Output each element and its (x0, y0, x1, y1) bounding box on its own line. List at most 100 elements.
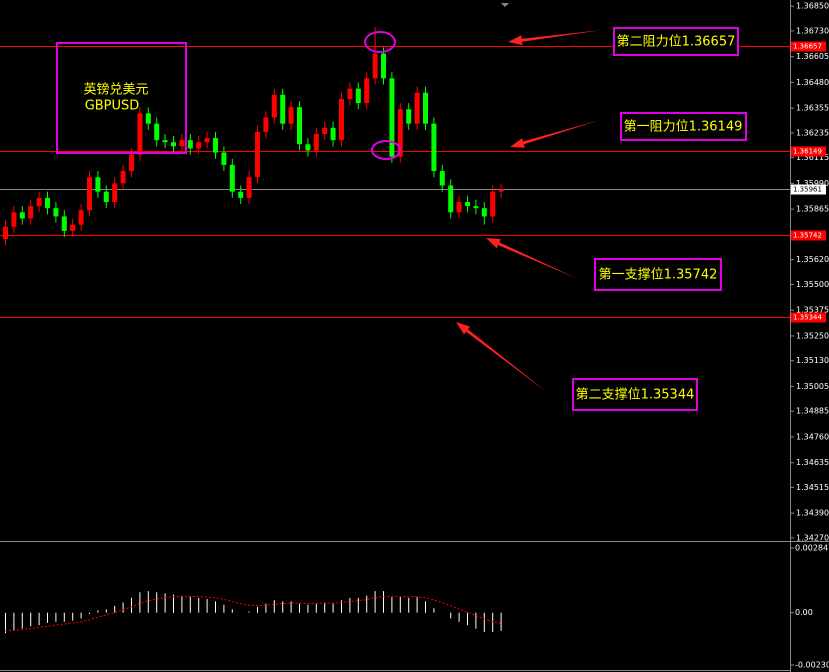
candle-body (246, 177, 252, 198)
candle-body (103, 191, 109, 202)
candle-body (271, 94, 277, 118)
candle-body (229, 164, 235, 192)
y-tick-label: 1.34270 (796, 533, 829, 542)
level-label: 1.36149 (793, 148, 822, 156)
candle-body (498, 189, 504, 192)
candle-body (129, 154, 134, 172)
arrow (508, 30, 602, 46)
level-label: 1.36657 (793, 43, 822, 51)
candle-body (179, 140, 185, 147)
y-tick-label: -0.002302 (795, 661, 829, 670)
y-tick-label: 1.34885 (796, 407, 829, 416)
candle-body (355, 88, 361, 104)
candle-body (397, 109, 403, 157)
y-tick-label: 0.00 (795, 608, 813, 617)
y-tick-label: 1.36480 (796, 78, 829, 87)
annotation-box (594, 258, 722, 291)
highlight-ellipse (371, 140, 401, 160)
candle-body (112, 183, 118, 202)
candle-body (19, 212, 25, 219)
candle-body (439, 171, 445, 186)
y-tick-label: 0.002847 (795, 544, 829, 553)
y-tick-label: 1.35990 (796, 179, 829, 188)
candle-body (481, 208, 487, 217)
annotation-text: 第一支撑位1.35742 (599, 268, 718, 283)
annotation-text: GBPUSD (85, 99, 140, 114)
signal-line (4, 595, 501, 632)
arrow (486, 238, 578, 279)
candle-body (213, 138, 218, 153)
annotation-text: 第二支撑位1.35344 (576, 388, 695, 403)
candle-body (187, 140, 193, 149)
candle-body (11, 212, 17, 227)
annotation-text: 第一阻力位1.36149 (624, 120, 743, 135)
candle-body (406, 109, 412, 124)
highlight-ellipse (364, 31, 396, 53)
y-tick-label: 1.34635 (796, 458, 829, 467)
scroll-marker (501, 3, 509, 7)
candle-body (196, 142, 202, 149)
y-tick-label: 1.35620 (796, 255, 829, 264)
candle-body (53, 208, 59, 217)
candle-body (137, 113, 143, 155)
candle-body (263, 117, 269, 132)
y-tick-label: 1.36605 (796, 52, 829, 61)
candle-body (145, 113, 151, 124)
candle-body (255, 131, 260, 178)
candle-body (28, 206, 34, 219)
candle-body (204, 138, 210, 143)
level-label: 1.35344 (793, 314, 822, 322)
y-tick-label: 1.36850 (796, 2, 829, 11)
candle-body (171, 142, 176, 147)
level-tag (791, 146, 826, 157)
candle-body (322, 127, 328, 134)
annotation-box (613, 27, 739, 56)
candle-body (78, 210, 84, 225)
level-tag (791, 41, 826, 52)
candle-body (154, 123, 160, 141)
candle-body (372, 53, 378, 79)
level-tag (791, 230, 826, 241)
candle-body (431, 123, 437, 172)
candle-body (70, 224, 76, 231)
annotations: 英镑兑美元 GBPUSD 第二阻力位1.36657 第一阻力位1.36149 第… (56, 27, 747, 411)
candle-body (339, 98, 344, 141)
candle-body (381, 53, 386, 79)
candle-body (389, 78, 395, 157)
candle-body (3, 226, 8, 240)
candle-body (87, 177, 92, 211)
y-tick-label: 1.35865 (796, 205, 829, 214)
candle-body (473, 206, 479, 209)
candle-body (221, 152, 227, 165)
candle-body (330, 127, 336, 141)
candle-body (45, 197, 50, 209)
y-tick-label: 1.36730 (796, 26, 829, 35)
level-tag (791, 312, 826, 323)
candle-body (288, 107, 294, 124)
candle-body (364, 78, 370, 104)
last-price-label: 1.35961 (793, 186, 822, 194)
y-tick-label: 1.36115 (796, 153, 829, 162)
last-price-tag (791, 184, 826, 195)
y-tick-label: 1.34515 (796, 483, 829, 492)
annotation-box (572, 378, 698, 411)
arrow (456, 322, 548, 393)
candle-body (36, 197, 42, 207)
candle-body (95, 177, 101, 192)
y-tick-label: 1.35130 (796, 356, 829, 365)
y-tick-label: 1.36355 (796, 104, 829, 113)
candle-body (162, 140, 168, 143)
level-label: 1.35742 (793, 232, 822, 240)
candle-body (238, 191, 244, 198)
y-tick-label: 1.35375 (796, 306, 829, 315)
candle-body (490, 191, 496, 217)
candle-body (305, 144, 311, 151)
y-tick-label: 1.35500 (796, 280, 829, 289)
annotation-text: 英镑兑美元 (83, 82, 148, 98)
y-tick-label: 1.35005 (796, 382, 829, 391)
candle-body (120, 171, 126, 184)
annotation-box (620, 112, 747, 141)
candle-body (465, 201, 470, 207)
